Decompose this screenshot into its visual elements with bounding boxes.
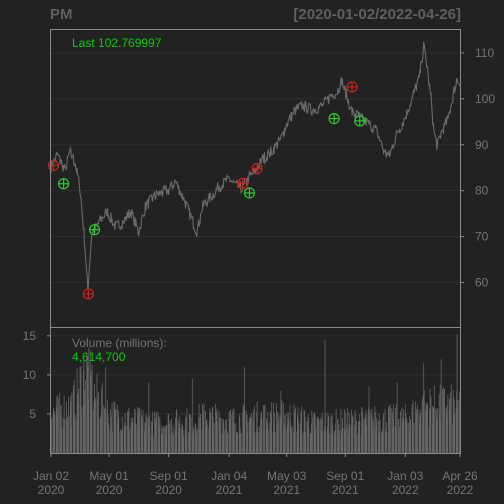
x-tick-year: 2021 — [273, 483, 300, 497]
sell-signal-marker — [47, 159, 60, 172]
x-tick-year: 2022 — [447, 483, 474, 497]
price-tick-label: 90 — [475, 138, 489, 152]
x-tick-label: Jan 03 — [387, 469, 423, 483]
x-tick-year: 2022 — [392, 483, 419, 497]
price-axis: 60 70 80 90 100 110 — [460, 46, 495, 289]
price-line — [50, 41, 461, 290]
volume-tick-label: 5 — [29, 407, 36, 421]
x-tick-label: Apr 26 — [442, 469, 478, 483]
x-tick-year: 2020 — [38, 483, 65, 497]
x-tick-label: Jan 04 — [211, 469, 247, 483]
date-range: [2020-01-02/2022-04-26] — [293, 6, 461, 23]
price-tick-label: 110 — [475, 46, 494, 60]
price-tick-label: 100 — [475, 92, 495, 106]
volume-tick-label: 15 — [23, 329, 37, 343]
last-price-label: Last 102.769997 — [72, 36, 162, 50]
signal-markers — [47, 81, 366, 300]
sell-signal-marker — [82, 288, 94, 300]
buy-signal-marker — [328, 112, 340, 125]
buy-signal-marker — [57, 178, 70, 190]
volume-tick-label: 10 — [23, 368, 37, 382]
volume-bars — [50, 334, 461, 453]
price-tick-label: 70 — [475, 230, 489, 244]
volume-label: Volume (millions): — [72, 336, 167, 350]
sell-signal-marker — [251, 163, 263, 175]
price-tick-label: 80 — [475, 184, 489, 198]
x-tick-label: Jan 02 — [33, 469, 69, 483]
x-tick-year: 2020 — [155, 483, 182, 497]
buy-signal-marker — [354, 115, 366, 127]
x-tick-year: 2020 — [96, 483, 123, 497]
x-tick-year: 2021 — [216, 483, 243, 497]
price-grid — [51, 52, 460, 283]
x-tick-label: May 03 — [267, 469, 307, 483]
x-tick-label: Sep 01 — [150, 469, 188, 483]
chart-title: PM — [50, 6, 73, 23]
x-tick-year: 2021 — [332, 483, 359, 497]
sell-signal-marker — [237, 177, 249, 189]
volume-axis: 5 10 15 — [23, 329, 51, 421]
x-tick-label: Sep 01 — [326, 469, 364, 483]
buy-signal-marker — [243, 187, 256, 199]
volume-value: 4,614,700 — [72, 350, 126, 364]
price-tick-label: 60 — [475, 275, 489, 289]
sell-signal-marker — [346, 81, 358, 93]
volume-panel-frame — [50, 327, 461, 454]
buy-signal-marker — [88, 224, 101, 236]
x-tick-label: May 01 — [89, 469, 129, 483]
